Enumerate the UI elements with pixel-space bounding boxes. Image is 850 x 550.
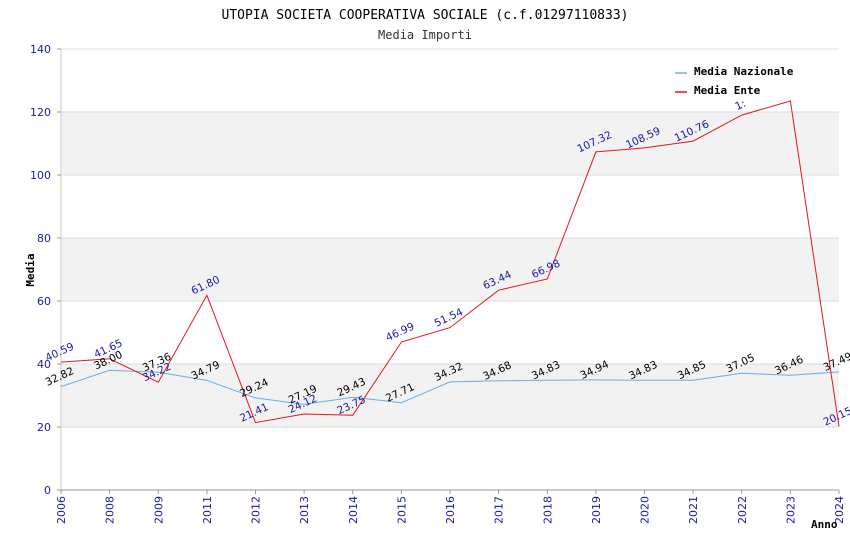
y-axis-label: Media bbox=[24, 253, 37, 286]
plot-background-bands bbox=[61, 112, 839, 427]
legend: Media Nazionale Media Ente bbox=[675, 65, 794, 97]
band-60 bbox=[61, 238, 839, 301]
series-lines bbox=[60, 100, 840, 427]
x-tick-label-2019: 2019 bbox=[590, 496, 603, 524]
series-line-media-nazionale bbox=[60, 369, 840, 405]
x-tick-label-2011: 2011 bbox=[201, 496, 214, 524]
chart-subtitle: Media Importi bbox=[378, 28, 472, 42]
x-tick-label-2024: 2024 bbox=[833, 496, 846, 524]
legend-label-nazionale: Media Nazionale bbox=[694, 65, 794, 78]
x-tick-label-2012: 2012 bbox=[250, 496, 263, 524]
x-tick-label-2021: 2021 bbox=[687, 496, 700, 524]
legend-label-ente: Media Ente bbox=[694, 84, 761, 97]
y-tick-label-40: 40 bbox=[37, 358, 51, 371]
x-tick-label-2009: 2009 bbox=[152, 496, 165, 524]
y-tick-label-0: 0 bbox=[44, 484, 51, 497]
band-20 bbox=[61, 364, 839, 427]
y-tick-label-80: 80 bbox=[37, 232, 51, 245]
x-axis-ticks: 2006 2008 2009 2011 2012 2013 2014 2015 2016 2017… bbox=[55, 490, 846, 524]
x-tick-label-2017: 2017 bbox=[493, 496, 506, 524]
data-label-ente-2006: 40.59 bbox=[44, 341, 76, 365]
series-line-media-ente bbox=[60, 100, 840, 427]
x-tick-label-2013: 2013 bbox=[298, 496, 311, 524]
x-tick-label-2014: 2014 bbox=[347, 496, 360, 524]
data-label-ente-2016: 51.54 bbox=[433, 306, 466, 330]
x-tick-label-2008: 2008 bbox=[104, 496, 117, 524]
x-tick-label-2016: 2016 bbox=[444, 496, 457, 524]
y-tick-label-20: 20 bbox=[37, 421, 51, 434]
data-label-ente-2022: 1: bbox=[733, 98, 747, 113]
x-tick-label-2023: 2023 bbox=[784, 496, 797, 524]
x-tick-label-2018: 2018 bbox=[541, 496, 554, 524]
chart-title: UTOPIA SOCIETA COOPERATIVA SOCIALE (c.f.… bbox=[222, 8, 629, 23]
x-axis-label: Anno bbox=[811, 518, 838, 531]
x-tick-label-2020: 2020 bbox=[639, 496, 652, 524]
x-tick-label-2015: 2015 bbox=[395, 496, 408, 524]
band-100 bbox=[61, 112, 839, 175]
x-tick-label-2006: 2006 bbox=[55, 496, 68, 524]
data-label-ente-2015: 46.99 bbox=[384, 320, 416, 344]
y-tick-label-120: 120 bbox=[30, 106, 51, 119]
y-tick-label-100: 100 bbox=[30, 169, 51, 182]
x-tick-label-2022: 2022 bbox=[736, 496, 749, 524]
y-tick-label-60: 60 bbox=[37, 295, 51, 308]
y-axis-ticks: 0 20 40 60 80 100 120 140 bbox=[30, 43, 61, 497]
y-tick-label-140: 140 bbox=[30, 43, 51, 56]
